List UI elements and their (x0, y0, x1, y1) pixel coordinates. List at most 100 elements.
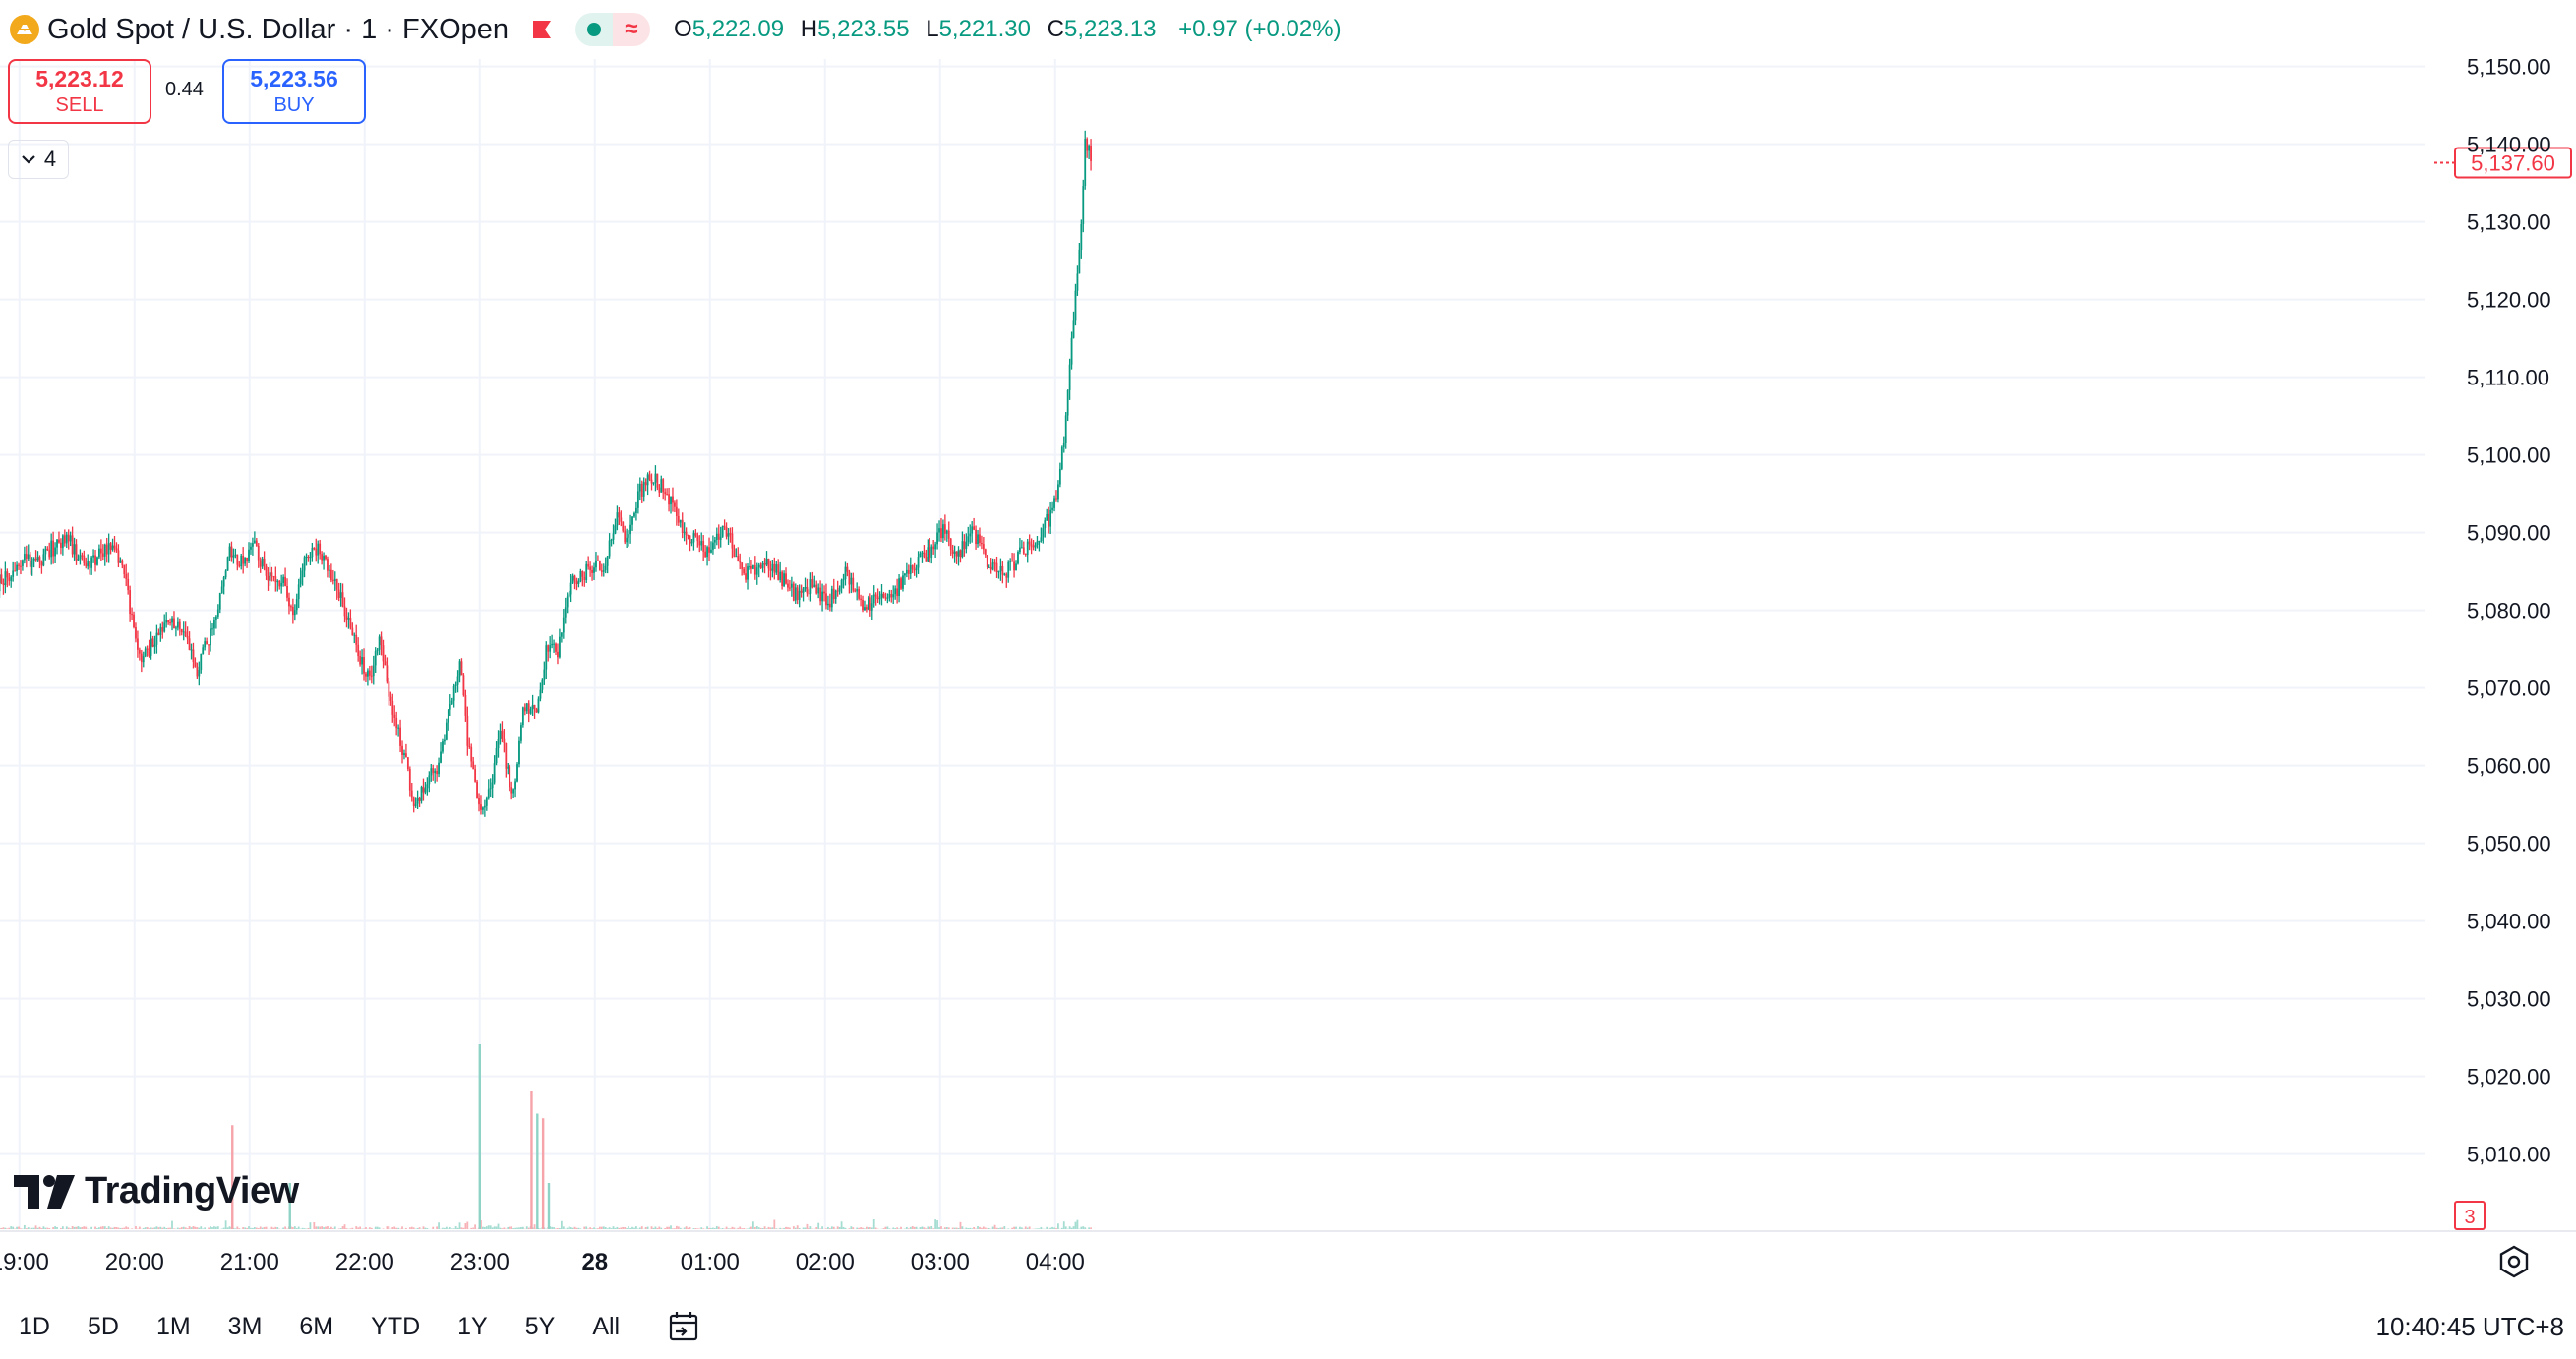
volume-bar (113, 1226, 116, 1229)
volume-bar (250, 1227, 252, 1229)
volume-bar (315, 1226, 318, 1229)
candle-body (397, 727, 400, 729)
candle-body (620, 517, 623, 522)
volume-bar (771, 1227, 774, 1229)
volume-bar (449, 1226, 451, 1229)
volume-bar (620, 1227, 623, 1229)
candle-body (46, 548, 49, 551)
change-value: +0.97 (+0.02%) (1178, 16, 1342, 42)
time-tick-label: 04:00 (1026, 1249, 1085, 1275)
volume-bar (750, 1226, 752, 1229)
volume-bar (370, 1227, 373, 1229)
candle-body (571, 575, 574, 583)
volume-bar (1007, 1228, 1010, 1229)
volume-bar (527, 1227, 530, 1229)
range-1m-button[interactable]: 1M (155, 1312, 191, 1340)
range-3m-button[interactable]: 3M (227, 1312, 263, 1340)
candle-body (410, 790, 413, 798)
candle-body (27, 554, 30, 559)
sell-button[interactable]: 5,223.12 SELL (8, 59, 151, 124)
volume-bar (200, 1226, 203, 1229)
candle-body (406, 757, 409, 770)
buy-button[interactable]: 5,223.56 BUY (222, 59, 366, 124)
candle-body (224, 570, 227, 578)
price-tick-label: 5,110.00 (2467, 366, 2549, 390)
range-5d-button[interactable]: 5D (87, 1312, 119, 1340)
candle-body (230, 546, 233, 558)
volume-bar (184, 1227, 187, 1229)
volume-bar (131, 1228, 133, 1229)
candle-body (743, 568, 746, 574)
candle-body (186, 635, 189, 639)
candle-body (555, 643, 557, 652)
volume-bar (836, 1226, 839, 1229)
candle-body (261, 558, 264, 567)
volume-bar (109, 1227, 112, 1229)
range-all-button[interactable]: All (592, 1312, 621, 1340)
candle-body (430, 768, 433, 776)
candle-body (951, 549, 954, 554)
range-ytd-button[interactable]: YTD (371, 1312, 421, 1340)
volume-bar (650, 1226, 653, 1229)
gear-icon[interactable] (2496, 1244, 2532, 1279)
candle-body (781, 571, 784, 586)
range-6m-button[interactable]: 6M (299, 1312, 334, 1340)
market-status-pill[interactable]: ≈ (575, 13, 651, 46)
volume-bar (56, 1226, 58, 1229)
volume-bar (165, 1227, 168, 1229)
candle-body (71, 535, 74, 555)
volume-bar (591, 1228, 593, 1229)
volume-bar (624, 1227, 627, 1229)
candle-body (389, 696, 392, 701)
volume-bar (391, 1227, 394, 1229)
candle-body (255, 540, 258, 546)
indicators-toggle-button[interactable]: 4 (8, 140, 69, 179)
candle-body (445, 722, 448, 740)
volume-bar (867, 1227, 869, 1229)
symbol-title[interactable]: Gold Spot / U.S. Dollar · 1 · FXOpen (47, 13, 509, 45)
volume-bar (713, 1227, 716, 1229)
volume-bar (629, 1227, 631, 1229)
candle-body (42, 554, 45, 566)
clock-timezone[interactable]: 10:40:45 UTC+8 (2375, 1311, 2564, 1341)
candle-body (382, 645, 385, 662)
candle-body (614, 525, 617, 534)
close-label: C (1047, 16, 1065, 42)
flag-icon[interactable] (530, 19, 554, 40)
candle-body (180, 628, 183, 633)
candle-body (192, 649, 195, 662)
volume-bar (405, 1227, 407, 1229)
range-5y-button[interactable]: 5Y (524, 1312, 556, 1340)
candle-body (211, 628, 213, 630)
price-tick-label: 5,010.00 (2467, 1143, 2551, 1167)
candle-body (579, 571, 582, 582)
chevron-down-icon (22, 155, 35, 164)
candle-body (257, 545, 260, 561)
volume-bar (339, 1228, 342, 1229)
volume-bar (967, 1228, 970, 1229)
candle-body (585, 563, 588, 581)
candle-body (628, 534, 630, 538)
volume-bar (869, 1227, 871, 1229)
range-1y-button[interactable]: 1Y (457, 1312, 488, 1340)
volume-bar (1057, 1223, 1059, 1229)
candle-body (840, 579, 843, 588)
gold-symbol-icon[interactable] (10, 15, 39, 44)
tradingview-logo[interactable]: TradingView (14, 1170, 299, 1212)
candle-body (81, 555, 84, 557)
volume-bar (321, 1226, 324, 1229)
candle-body (514, 781, 516, 790)
calendar-icon[interactable] (666, 1309, 701, 1344)
range-1d-button[interactable]: 1D (19, 1312, 50, 1340)
candle-body (557, 651, 559, 658)
volume-bar (244, 1227, 247, 1229)
candle-body (232, 555, 235, 558)
volume-bar (146, 1227, 149, 1229)
candle-body (101, 553, 104, 557)
volume-bar (228, 1226, 231, 1229)
candle-body (751, 565, 754, 569)
candle-body (16, 564, 18, 571)
candle-body (864, 607, 866, 611)
volume-bar (261, 1227, 264, 1229)
